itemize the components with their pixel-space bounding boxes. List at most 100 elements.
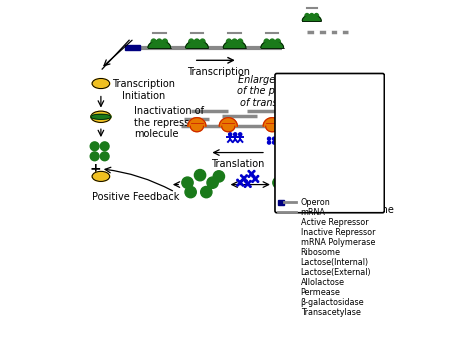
Text: Transcription: Transcription xyxy=(187,67,250,76)
Text: Transcription
Initiation: Transcription Initiation xyxy=(112,79,175,101)
Ellipse shape xyxy=(281,229,292,235)
Circle shape xyxy=(248,182,250,183)
Circle shape xyxy=(284,300,285,301)
Ellipse shape xyxy=(92,79,109,88)
Circle shape xyxy=(267,141,271,144)
Circle shape xyxy=(245,176,246,178)
Circle shape xyxy=(253,177,255,178)
Polygon shape xyxy=(200,39,205,42)
Circle shape xyxy=(278,137,281,140)
Circle shape xyxy=(267,137,271,140)
Text: mRNA Polymerase: mRNA Polymerase xyxy=(301,238,375,247)
Polygon shape xyxy=(310,14,314,16)
Circle shape xyxy=(289,304,290,305)
Circle shape xyxy=(238,183,240,185)
Circle shape xyxy=(286,302,288,303)
Circle shape xyxy=(213,171,225,182)
Polygon shape xyxy=(275,39,280,42)
Text: Transacetylase: Transacetylase xyxy=(301,308,361,317)
Circle shape xyxy=(251,173,252,175)
Text: Operon: Operon xyxy=(301,198,330,207)
Circle shape xyxy=(355,177,359,182)
Circle shape xyxy=(246,180,247,182)
Circle shape xyxy=(244,186,246,187)
Circle shape xyxy=(287,301,289,302)
Text: Translation
Initiation: Translation Initiation xyxy=(283,142,337,164)
Circle shape xyxy=(90,152,99,161)
Circle shape xyxy=(252,174,254,176)
Circle shape xyxy=(246,185,247,186)
Bar xyxy=(337,30,343,35)
Circle shape xyxy=(242,176,243,178)
Circle shape xyxy=(247,183,248,185)
Polygon shape xyxy=(307,118,325,126)
Ellipse shape xyxy=(281,231,292,234)
Circle shape xyxy=(301,171,312,182)
Circle shape xyxy=(182,177,193,188)
Circle shape xyxy=(237,179,238,181)
Circle shape xyxy=(243,177,245,179)
Polygon shape xyxy=(222,126,235,132)
Circle shape xyxy=(330,174,333,177)
Circle shape xyxy=(252,175,254,177)
Circle shape xyxy=(248,185,250,186)
Circle shape xyxy=(242,179,243,181)
Circle shape xyxy=(255,178,256,180)
Circle shape xyxy=(239,182,241,184)
Polygon shape xyxy=(282,248,292,252)
Circle shape xyxy=(256,180,257,181)
Circle shape xyxy=(245,179,246,181)
Circle shape xyxy=(257,175,259,177)
Polygon shape xyxy=(163,39,167,42)
Circle shape xyxy=(285,285,289,288)
Circle shape xyxy=(228,133,232,136)
Text: Translation: Translation xyxy=(211,159,264,169)
Circle shape xyxy=(100,152,109,161)
Polygon shape xyxy=(285,237,288,239)
Polygon shape xyxy=(302,15,321,21)
Polygon shape xyxy=(186,40,208,48)
Circle shape xyxy=(250,181,251,182)
Circle shape xyxy=(241,183,242,185)
Circle shape xyxy=(312,141,314,144)
Circle shape xyxy=(242,185,244,186)
Polygon shape xyxy=(289,237,292,239)
Polygon shape xyxy=(261,40,283,48)
Circle shape xyxy=(250,186,251,187)
Polygon shape xyxy=(151,39,156,42)
Circle shape xyxy=(201,186,212,198)
Text: Lactose(Internal): Lactose(Internal) xyxy=(301,258,369,267)
Text: Inactivation of
the repressor
molecule: Inactivation of the repressor molecule xyxy=(134,106,204,139)
Text: β-galactosidase: β-galactosidase xyxy=(301,298,365,307)
Circle shape xyxy=(242,179,244,181)
Circle shape xyxy=(283,278,291,286)
Circle shape xyxy=(248,176,250,177)
Polygon shape xyxy=(294,117,307,122)
Polygon shape xyxy=(189,39,194,42)
Ellipse shape xyxy=(91,111,111,122)
Polygon shape xyxy=(194,39,200,42)
Polygon shape xyxy=(238,39,243,42)
Circle shape xyxy=(287,303,289,304)
Polygon shape xyxy=(283,252,291,255)
Circle shape xyxy=(207,177,218,188)
Polygon shape xyxy=(148,40,171,48)
Bar xyxy=(278,200,284,205)
Circle shape xyxy=(285,271,289,274)
Polygon shape xyxy=(232,39,237,42)
Circle shape xyxy=(239,182,241,184)
Circle shape xyxy=(295,177,306,188)
Text: Inactive Repressor: Inactive Repressor xyxy=(301,228,375,237)
Circle shape xyxy=(252,172,254,173)
Circle shape xyxy=(322,137,324,140)
Text: Active Repressor: Active Repressor xyxy=(301,218,368,227)
Circle shape xyxy=(289,300,290,301)
Circle shape xyxy=(243,177,245,179)
Circle shape xyxy=(285,303,286,304)
Circle shape xyxy=(254,176,255,177)
Circle shape xyxy=(312,137,314,140)
Circle shape xyxy=(249,172,251,173)
Polygon shape xyxy=(263,118,281,126)
Circle shape xyxy=(285,261,289,264)
Ellipse shape xyxy=(282,219,292,225)
